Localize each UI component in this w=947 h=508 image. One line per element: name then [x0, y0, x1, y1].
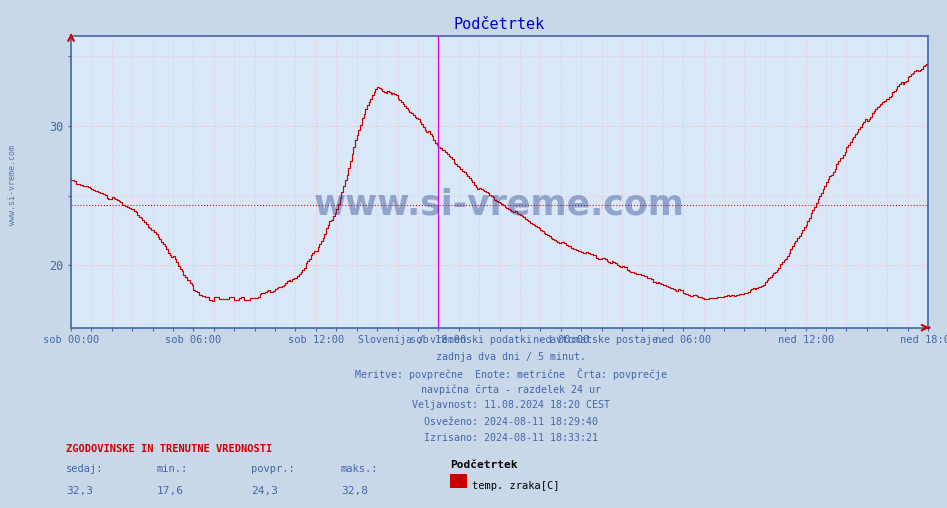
- Text: sedaj:: sedaj:: [66, 464, 104, 474]
- Text: Osveženo: 2024-08-11 18:29:40: Osveženo: 2024-08-11 18:29:40: [424, 417, 599, 427]
- Text: Slovenija / vremenski podatki - avtomatske postaje.: Slovenija / vremenski podatki - avtomats…: [358, 335, 665, 345]
- Text: zadnja dva dni / 5 minut.: zadnja dva dni / 5 minut.: [437, 352, 586, 362]
- Text: Izrisano: 2024-08-11 18:33:21: Izrisano: 2024-08-11 18:33:21: [424, 433, 599, 443]
- Text: 32,8: 32,8: [341, 486, 368, 496]
- Text: ZGODOVINSKE IN TRENUTNE VREDNOSTI: ZGODOVINSKE IN TRENUTNE VREDNOSTI: [66, 444, 273, 455]
- Text: www.si-vreme.com: www.si-vreme.com: [314, 188, 685, 222]
- Text: 17,6: 17,6: [156, 486, 184, 496]
- Text: 32,3: 32,3: [66, 486, 94, 496]
- Text: Veljavnost: 11.08.2024 18:20 CEST: Veljavnost: 11.08.2024 18:20 CEST: [412, 400, 611, 410]
- Text: www.si-vreme.com: www.si-vreme.com: [8, 145, 17, 226]
- Text: Meritve: povprečne  Enote: metrične  Črta: povprečje: Meritve: povprečne Enote: metrične Črta:…: [355, 368, 668, 380]
- Text: navpična črta - razdelek 24 ur: navpična črta - razdelek 24 ur: [421, 384, 601, 395]
- Title: Podčetrtek: Podčetrtek: [454, 17, 545, 31]
- Text: min.:: min.:: [156, 464, 188, 474]
- Text: povpr.:: povpr.:: [251, 464, 295, 474]
- Text: 24,3: 24,3: [251, 486, 278, 496]
- Text: Podčetrtek: Podčetrtek: [450, 460, 517, 470]
- Text: maks.:: maks.:: [341, 464, 379, 474]
- Text: temp. zraka[C]: temp. zraka[C]: [472, 481, 559, 491]
